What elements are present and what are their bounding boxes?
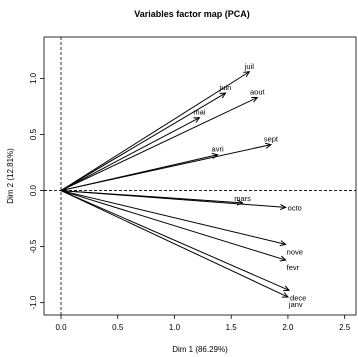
y-tick-label: 0.0 (29, 184, 38, 196)
variable-label-juil: juil (244, 62, 255, 71)
y-axis: -1.0 -0.5 0.0 0.5 1.0 (29, 72, 44, 310)
variable-arrow-janv (60, 190, 289, 298)
arrow-shaft (60, 190, 286, 208)
x-axis: 0.0 0.5 1.0 1.5 2.0 2.5 (55, 315, 351, 332)
arrow-head (219, 92, 227, 99)
variable-arrow-juil (60, 71, 251, 191)
arrow-shaft (60, 190, 289, 298)
arrow-shaft (60, 190, 286, 245)
x-tick-label: 2.0 (282, 323, 294, 332)
variable-label-avri: avri (212, 145, 224, 154)
arrow-head (279, 255, 287, 262)
variable-arrow-juin (60, 92, 227, 192)
arrow-head (281, 292, 289, 298)
variable-arrow-dece (60, 190, 291, 292)
variable-arrow-nove (60, 190, 287, 247)
arrow-head (211, 152, 219, 159)
arrow-shaft (60, 154, 218, 192)
y-tick-label: -1.0 (29, 295, 38, 309)
x-tick-label: 0.5 (112, 323, 124, 332)
arrow-head (279, 240, 287, 247)
y-tick-label: 0.5 (29, 128, 38, 140)
x-tick-label: 1.5 (226, 323, 238, 332)
x-tick-label: 0.0 (55, 323, 67, 332)
x-axis-label: Dim 1 (86.29%) (172, 345, 228, 354)
arrow-shaft (60, 190, 290, 291)
variable-label-janv: janv (288, 300, 303, 309)
arrow-head (251, 96, 259, 103)
variable-label-sept: sept (264, 135, 279, 144)
arrow-head (264, 142, 273, 149)
y-tick-label: 1.0 (29, 72, 38, 84)
arrow-head (279, 203, 287, 211)
variable-arrow-aout (60, 96, 259, 192)
arrow-head (243, 71, 251, 78)
variable-label-fevr: fevr (287, 263, 300, 272)
x-tick-label: 2.5 (339, 323, 351, 332)
arrow-shaft (60, 92, 226, 192)
variable-arrow-avri (60, 152, 219, 192)
arrow-shaft (60, 97, 258, 192)
arrow-shaft (60, 190, 286, 261)
variable-arrows (60, 71, 291, 298)
variable-labels: juil juin aout mai sept avri mars octo nove fevr d… (193, 62, 306, 309)
arrow-head (236, 199, 244, 206)
variable-arrow-octo (60, 190, 287, 211)
variable-label-octo: octo (288, 203, 302, 212)
arrow-shaft (60, 117, 200, 192)
arrow-head (193, 117, 201, 123)
variable-label-nove: nove (287, 247, 303, 256)
variable-label-mars: mars (234, 194, 251, 203)
variable-label-dece: dece (290, 293, 306, 302)
variable-arrow-fevr (60, 190, 287, 262)
variable-label-mai: mai (193, 108, 205, 117)
arrow-shaft (60, 71, 250, 191)
variable-label-aout: aout (250, 88, 266, 97)
arrow-head (283, 285, 291, 292)
y-axis-label: Dim 2 (12.81%) (6, 148, 15, 204)
x-tick-label: 1.0 (169, 323, 181, 332)
chart-title: Variables factor map (PCA) (134, 9, 250, 19)
variable-arrow-mai (60, 117, 201, 192)
y-tick-label: -0.5 (29, 239, 38, 253)
plot-frame (43, 36, 357, 316)
variable-label-juin: juin (219, 83, 232, 92)
